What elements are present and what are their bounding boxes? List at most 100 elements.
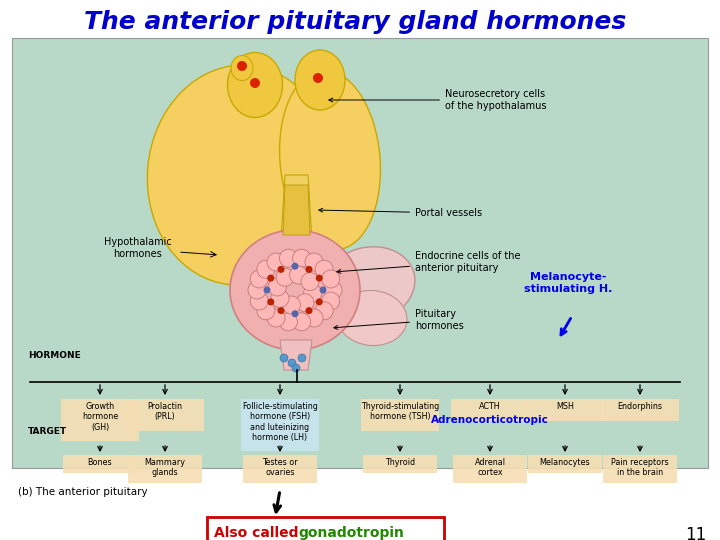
FancyBboxPatch shape: [61, 399, 139, 441]
FancyBboxPatch shape: [12, 38, 708, 468]
Text: Hypothalamic
hormones: Hypothalamic hormones: [104, 237, 172, 259]
FancyBboxPatch shape: [63, 455, 137, 473]
Polygon shape: [283, 185, 310, 235]
Circle shape: [320, 287, 326, 294]
Text: ACTH: ACTH: [480, 402, 501, 411]
Text: Melanocyte-
stimulating H.: Melanocyte- stimulating H.: [524, 272, 612, 294]
Circle shape: [324, 281, 342, 299]
Text: Testes or
ovaries: Testes or ovaries: [262, 458, 298, 477]
Text: Portal vessels: Portal vessels: [319, 208, 482, 218]
Text: Bones: Bones: [88, 458, 112, 467]
Text: The anterior pituitary gland hormones: The anterior pituitary gland hormones: [84, 10, 626, 34]
FancyBboxPatch shape: [453, 455, 527, 483]
Text: Mammary
glands: Mammary glands: [145, 458, 186, 477]
Text: (b) The anterior pituitary: (b) The anterior pituitary: [18, 487, 148, 497]
Ellipse shape: [228, 52, 282, 118]
Circle shape: [322, 292, 340, 310]
Text: Neurosecretory cells
of the hypothalamus: Neurosecretory cells of the hypothalamus: [329, 89, 546, 111]
FancyBboxPatch shape: [207, 517, 444, 540]
FancyBboxPatch shape: [603, 455, 677, 483]
Text: Endorphins: Endorphins: [618, 402, 662, 411]
Circle shape: [251, 292, 269, 310]
FancyBboxPatch shape: [241, 399, 319, 451]
Text: Adrenocorticotropic: Adrenocorticotropic: [431, 415, 549, 425]
Ellipse shape: [231, 56, 253, 80]
Circle shape: [289, 266, 307, 284]
Circle shape: [292, 364, 300, 372]
FancyBboxPatch shape: [601, 399, 679, 421]
Text: Melanocytes: Melanocytes: [540, 458, 590, 467]
Circle shape: [267, 309, 285, 327]
FancyBboxPatch shape: [243, 455, 317, 483]
Text: Endocrine cells of the
anterior pituitary: Endocrine cells of the anterior pituitar…: [337, 251, 521, 273]
Circle shape: [315, 260, 333, 278]
Circle shape: [264, 287, 271, 294]
Circle shape: [298, 354, 306, 362]
Circle shape: [322, 270, 340, 288]
FancyBboxPatch shape: [451, 399, 529, 421]
FancyBboxPatch shape: [128, 455, 202, 483]
Circle shape: [296, 294, 314, 312]
Circle shape: [292, 310, 299, 318]
Circle shape: [271, 289, 289, 307]
Circle shape: [315, 302, 333, 320]
Text: HORMONE: HORMONE: [28, 352, 81, 361]
Circle shape: [305, 309, 323, 327]
Ellipse shape: [148, 65, 333, 285]
FancyBboxPatch shape: [528, 455, 602, 473]
Circle shape: [257, 302, 275, 320]
FancyBboxPatch shape: [363, 455, 437, 473]
FancyBboxPatch shape: [361, 399, 439, 431]
Circle shape: [267, 299, 274, 306]
Circle shape: [280, 354, 288, 362]
Circle shape: [277, 307, 284, 314]
Circle shape: [305, 266, 312, 273]
Circle shape: [250, 78, 260, 88]
Circle shape: [248, 281, 266, 299]
Circle shape: [304, 284, 322, 302]
Circle shape: [292, 249, 310, 267]
Text: TARGET: TARGET: [28, 428, 67, 436]
Text: Also called: Also called: [214, 526, 303, 540]
Circle shape: [279, 313, 297, 331]
Circle shape: [305, 253, 323, 271]
Polygon shape: [280, 340, 312, 370]
Text: Thyroid-stimulating
hormone (TSH): Thyroid-stimulating hormone (TSH): [361, 402, 439, 421]
Circle shape: [305, 307, 312, 314]
Ellipse shape: [230, 230, 360, 350]
Text: MSH: MSH: [556, 402, 574, 411]
Text: Prolactin
(PRL): Prolactin (PRL): [148, 402, 182, 421]
Circle shape: [277, 266, 284, 273]
Circle shape: [276, 268, 294, 286]
Text: Growth
hormone
(GH): Growth hormone (GH): [82, 402, 118, 432]
Circle shape: [282, 296, 300, 314]
Circle shape: [288, 359, 296, 367]
Circle shape: [313, 73, 323, 83]
Circle shape: [292, 262, 299, 269]
Text: Adrenal
cortex: Adrenal cortex: [474, 458, 505, 477]
Circle shape: [267, 253, 285, 271]
FancyBboxPatch shape: [526, 399, 604, 421]
Ellipse shape: [321, 247, 415, 323]
Ellipse shape: [295, 50, 345, 110]
Circle shape: [267, 275, 274, 281]
Text: Pituitary
hormones: Pituitary hormones: [334, 309, 464, 331]
Text: Pain receptors
in the brain: Pain receptors in the brain: [611, 458, 669, 477]
Polygon shape: [281, 175, 312, 240]
Circle shape: [316, 299, 323, 306]
Circle shape: [251, 270, 269, 288]
Text: gonadotropin: gonadotropin: [298, 526, 404, 540]
Text: Thyroid: Thyroid: [385, 458, 415, 467]
Circle shape: [237, 61, 247, 71]
Circle shape: [269, 278, 287, 296]
Text: 11: 11: [685, 526, 706, 540]
Circle shape: [301, 273, 319, 291]
Ellipse shape: [337, 291, 407, 346]
Ellipse shape: [279, 70, 380, 250]
FancyBboxPatch shape: [126, 399, 204, 431]
Circle shape: [279, 249, 297, 267]
Circle shape: [316, 275, 323, 281]
Text: Follicle-stimulating
hormone (FSH)
and luteinizing
hormone (LH): Follicle-stimulating hormone (FSH) and l…: [242, 402, 318, 442]
Circle shape: [257, 260, 275, 278]
Circle shape: [292, 313, 310, 331]
